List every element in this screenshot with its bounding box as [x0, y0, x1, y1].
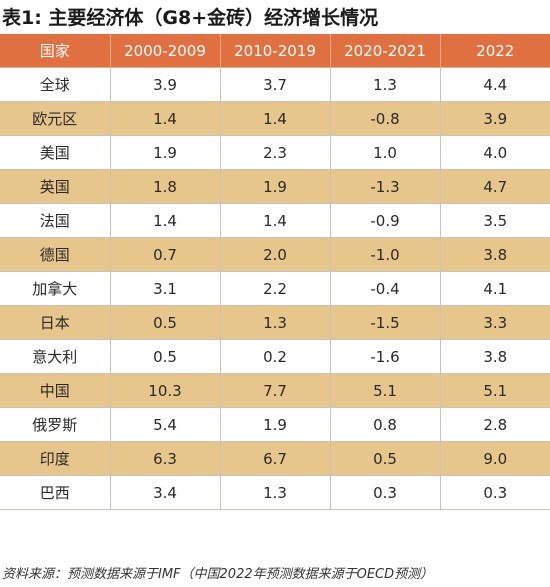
- value-cell: -0.8: [330, 101, 441, 136]
- value-cell: 3.9: [110, 67, 221, 102]
- header-row: 国家 2000-2009 2010-2019 2020-2021 2022: [0, 34, 550, 68]
- source-note: 资料来源：预测数据来源于IMF（中国2022年预测数据来源于OECD预测）: [2, 567, 434, 582]
- country-cell: 意大利: [0, 339, 111, 374]
- value-cell: 2.0: [220, 237, 331, 272]
- table-row: 加拿大 3.1 2.2 -0.4 4.1: [0, 271, 550, 306]
- value-cell: 5.1: [330, 373, 441, 408]
- country-cell: 巴西: [0, 475, 111, 510]
- value-cell: 5.4: [110, 407, 221, 442]
- value-cell: 9.0: [440, 441, 550, 476]
- value-cell: 7.7: [220, 373, 331, 408]
- country-cell: 全球: [0, 67, 111, 102]
- country-cell: 欧元区: [0, 101, 111, 136]
- table-row: 意大利 0.5 0.2 -1.6 3.8: [0, 339, 550, 374]
- value-cell: 1.3: [220, 305, 331, 340]
- table-row: 俄罗斯 5.4 1.9 0.8 2.8: [0, 407, 550, 442]
- value-cell: 0.5: [330, 441, 441, 476]
- country-cell: 中国: [0, 373, 111, 408]
- value-cell: 6.7: [220, 441, 331, 476]
- value-cell: 10.3: [110, 373, 221, 408]
- table-row: 中国 10.3 7.7 5.1 5.1: [0, 373, 550, 408]
- country-cell: 美国: [0, 135, 111, 170]
- value-cell: 2.3: [220, 135, 331, 170]
- value-cell: 3.5: [440, 203, 550, 238]
- value-cell: 2.2: [220, 271, 331, 306]
- country-cell: 日本: [0, 305, 111, 340]
- value-cell: 0.3: [440, 475, 550, 510]
- value-cell: -1.6: [330, 339, 441, 374]
- column-header: 2020-2021: [330, 34, 441, 68]
- value-cell: -1.0: [330, 237, 441, 272]
- value-cell: 3.4: [110, 475, 221, 510]
- column-header: 2000-2009: [110, 34, 221, 68]
- column-header: 2022: [440, 34, 550, 68]
- table-row: 欧元区 1.4 1.4 -0.8 3.9: [0, 101, 550, 136]
- value-cell: 0.3: [330, 475, 441, 510]
- value-cell: 4.7: [440, 169, 550, 204]
- table-row: 巴西 3.4 1.3 0.3 0.3: [0, 475, 550, 510]
- value-cell: 5.1: [440, 373, 550, 408]
- column-header: 国家: [0, 34, 111, 68]
- value-cell: 1.9: [220, 407, 331, 442]
- value-cell: 1.4: [110, 101, 221, 136]
- table-row: 德国 0.7 2.0 -1.0 3.8: [0, 237, 550, 272]
- value-cell: 1.8: [110, 169, 221, 204]
- value-cell: 0.2: [220, 339, 331, 374]
- value-cell: 0.5: [110, 305, 221, 340]
- value-cell: 3.7: [220, 67, 331, 102]
- value-cell: 1.3: [220, 475, 331, 510]
- growth-table: 国家 2000-2009 2010-2019 2020-2021 2022 全球…: [0, 34, 550, 510]
- table-row: 全球 3.9 3.7 1.3 4.4: [0, 67, 550, 102]
- value-cell: 0.5: [110, 339, 221, 374]
- table-row: 美国 1.9 2.3 1.0 4.0: [0, 135, 550, 170]
- value-cell: 4.4: [440, 67, 550, 102]
- value-cell: 4.1: [440, 271, 550, 306]
- table-row: 印度 6.3 6.7 0.5 9.0: [0, 441, 550, 476]
- value-cell: 3.8: [440, 339, 550, 374]
- value-cell: 3.8: [440, 237, 550, 272]
- value-cell: 4.0: [440, 135, 550, 170]
- table-row: 法国 1.4 1.4 -0.9 3.5: [0, 203, 550, 238]
- country-cell: 英国: [0, 169, 111, 204]
- value-cell: -1.3: [330, 169, 441, 204]
- table-row: 英国 1.8 1.9 -1.3 4.7: [0, 169, 550, 204]
- table-title: 表1: 主要经济体（G8+金砖）经济增长情况: [2, 7, 379, 29]
- value-cell: 2.8: [440, 407, 550, 442]
- country-cell: 法国: [0, 203, 111, 238]
- value-cell: 1.9: [110, 135, 221, 170]
- country-cell: 俄罗斯: [0, 407, 111, 442]
- value-cell: -0.4: [330, 271, 441, 306]
- value-cell: 1.4: [220, 203, 331, 238]
- value-cell: 1.4: [220, 101, 331, 136]
- value-cell: 1.9: [220, 169, 331, 204]
- value-cell: 1.4: [110, 203, 221, 238]
- value-cell: 3.1: [110, 271, 221, 306]
- value-cell: 3.9: [440, 101, 550, 136]
- value-cell: 6.3: [110, 441, 221, 476]
- country-cell: 德国: [0, 237, 111, 272]
- value-cell: 0.8: [330, 407, 441, 442]
- value-cell: 3.3: [440, 305, 550, 340]
- value-cell: 0.7: [110, 237, 221, 272]
- value-cell: 1.3: [330, 67, 441, 102]
- table-row: 日本 0.5 1.3 -1.5 3.3: [0, 305, 550, 340]
- value-cell: -1.5: [330, 305, 441, 340]
- column-header: 2010-2019: [220, 34, 331, 68]
- country-cell: 加拿大: [0, 271, 111, 306]
- value-cell: -0.9: [330, 203, 441, 238]
- value-cell: 1.0: [330, 135, 441, 170]
- country-cell: 印度: [0, 441, 111, 476]
